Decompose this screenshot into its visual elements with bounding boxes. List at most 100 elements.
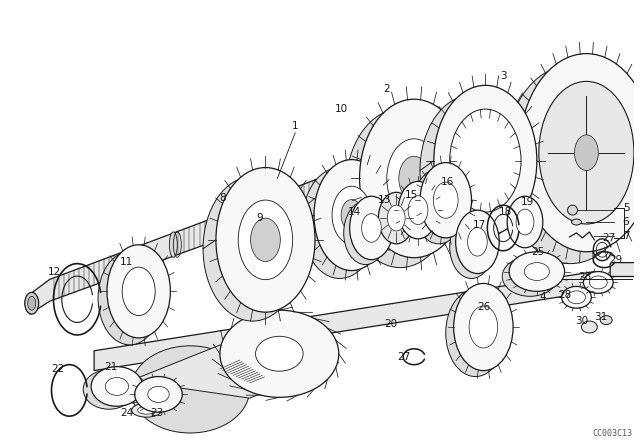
- Ellipse shape: [399, 156, 429, 201]
- Ellipse shape: [502, 257, 557, 296]
- Ellipse shape: [456, 210, 499, 274]
- Ellipse shape: [238, 200, 292, 280]
- Text: 3: 3: [500, 71, 506, 82]
- Ellipse shape: [516, 209, 534, 235]
- Ellipse shape: [344, 201, 387, 265]
- Ellipse shape: [216, 168, 315, 312]
- Ellipse shape: [589, 276, 607, 289]
- Text: 19: 19: [520, 197, 534, 207]
- Ellipse shape: [507, 196, 543, 248]
- Ellipse shape: [509, 252, 564, 291]
- Ellipse shape: [387, 205, 405, 231]
- Text: 28: 28: [558, 290, 572, 300]
- Circle shape: [568, 205, 577, 215]
- Ellipse shape: [582, 321, 597, 333]
- Ellipse shape: [98, 252, 161, 345]
- Ellipse shape: [469, 306, 498, 348]
- Ellipse shape: [262, 197, 269, 224]
- Text: 12: 12: [48, 267, 61, 276]
- Text: 2: 2: [383, 84, 390, 94]
- Ellipse shape: [445, 289, 505, 376]
- Text: 10: 10: [335, 104, 348, 114]
- Ellipse shape: [450, 109, 521, 212]
- Ellipse shape: [387, 139, 442, 218]
- Ellipse shape: [83, 370, 134, 409]
- Ellipse shape: [584, 271, 613, 293]
- Text: 11: 11: [120, 257, 133, 267]
- Ellipse shape: [249, 202, 256, 228]
- Polygon shape: [29, 172, 342, 314]
- Text: 6: 6: [623, 217, 629, 227]
- Ellipse shape: [600, 316, 612, 324]
- Text: 26: 26: [477, 302, 490, 312]
- Ellipse shape: [126, 249, 132, 274]
- Ellipse shape: [25, 293, 38, 314]
- Ellipse shape: [122, 267, 155, 315]
- Polygon shape: [94, 271, 595, 370]
- Text: 29: 29: [609, 254, 623, 265]
- Ellipse shape: [413, 168, 465, 244]
- Ellipse shape: [524, 263, 549, 280]
- Ellipse shape: [349, 196, 393, 260]
- Ellipse shape: [107, 245, 170, 338]
- Text: 1: 1: [292, 121, 298, 131]
- Ellipse shape: [341, 199, 362, 231]
- Ellipse shape: [539, 82, 634, 224]
- Text: CC003C13: CC003C13: [593, 428, 632, 438]
- Text: 23: 23: [150, 408, 163, 418]
- Ellipse shape: [362, 214, 381, 242]
- Ellipse shape: [138, 406, 156, 414]
- Text: 20: 20: [385, 319, 398, 329]
- Ellipse shape: [346, 109, 454, 267]
- Ellipse shape: [302, 168, 378, 279]
- Ellipse shape: [148, 386, 169, 402]
- Ellipse shape: [220, 310, 339, 397]
- Text: 8: 8: [220, 193, 226, 203]
- Ellipse shape: [378, 192, 414, 244]
- Text: 4: 4: [540, 292, 546, 302]
- Text: 30: 30: [575, 316, 588, 326]
- Ellipse shape: [360, 99, 468, 258]
- Ellipse shape: [420, 95, 523, 246]
- Text: 18: 18: [499, 207, 512, 217]
- Text: 7: 7: [623, 231, 629, 241]
- Ellipse shape: [572, 219, 582, 225]
- Ellipse shape: [519, 54, 640, 252]
- Ellipse shape: [420, 163, 472, 238]
- Text: 25: 25: [531, 247, 545, 257]
- Ellipse shape: [454, 284, 513, 370]
- Text: 22: 22: [51, 364, 64, 374]
- Ellipse shape: [398, 181, 438, 239]
- Text: 28: 28: [578, 272, 591, 283]
- Ellipse shape: [132, 403, 161, 417]
- Text: 15: 15: [404, 190, 418, 200]
- Text: 14: 14: [348, 207, 361, 217]
- Ellipse shape: [203, 177, 302, 321]
- Text: 31: 31: [595, 312, 608, 322]
- Ellipse shape: [503, 65, 638, 263]
- Text: 5: 5: [623, 203, 629, 213]
- Text: 13: 13: [378, 195, 391, 205]
- Text: 27: 27: [602, 233, 616, 243]
- Text: 24: 24: [120, 408, 133, 418]
- Ellipse shape: [468, 228, 487, 256]
- Text: 17: 17: [473, 220, 486, 230]
- Ellipse shape: [575, 135, 598, 171]
- Ellipse shape: [131, 346, 250, 433]
- Text: 9: 9: [256, 213, 263, 223]
- FancyBboxPatch shape: [610, 263, 640, 276]
- Ellipse shape: [562, 286, 591, 308]
- Ellipse shape: [251, 218, 280, 262]
- Ellipse shape: [433, 182, 458, 218]
- Text: 16: 16: [441, 177, 454, 187]
- Ellipse shape: [568, 291, 586, 304]
- Text: 21: 21: [104, 362, 118, 372]
- Polygon shape: [131, 345, 339, 398]
- Ellipse shape: [408, 196, 428, 224]
- Ellipse shape: [134, 376, 182, 412]
- Ellipse shape: [434, 85, 537, 236]
- Ellipse shape: [255, 336, 303, 371]
- Ellipse shape: [170, 232, 177, 257]
- Ellipse shape: [314, 159, 389, 271]
- Text: 27: 27: [397, 352, 411, 362]
